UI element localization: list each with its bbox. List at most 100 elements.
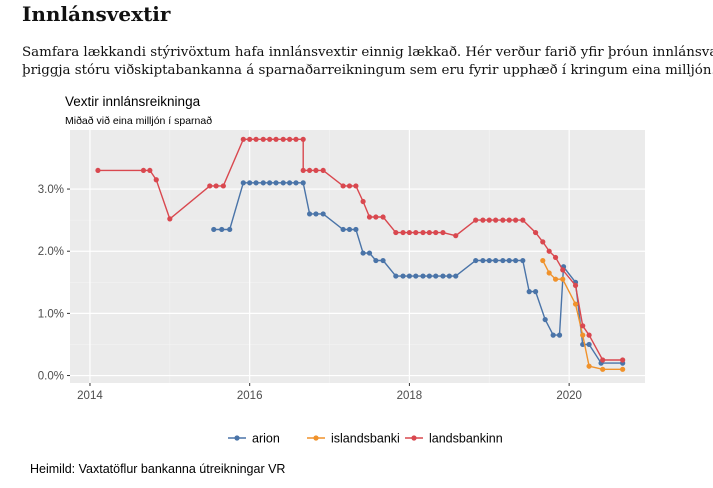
- data-point-arion: [247, 180, 253, 186]
- data-point-landsbankinn: [453, 233, 459, 239]
- data-point-islandsbanki: [580, 332, 586, 338]
- data-point-arion: [413, 273, 419, 279]
- data-point-landsbankinn: [366, 214, 373, 220]
- intro-line-1: Samfara lækkandi stýrivöxtum hafa innlán…: [22, 45, 713, 60]
- data-point-islandsbanki: [620, 366, 626, 372]
- data-point-arion: [453, 273, 459, 279]
- data-point-arion: [360, 250, 366, 256]
- y-tick-label: 1.0%: [38, 308, 64, 320]
- data-point-arion: [542, 316, 548, 323]
- data-point-arion: [253, 180, 259, 186]
- data-point-landsbankinn: [486, 217, 492, 223]
- data-point-arion: [556, 332, 563, 338]
- y-tick-label: 0.0%: [38, 371, 64, 383]
- data-point-landsbankinn: [540, 239, 546, 245]
- legend: arion islandsbanki landsbankinn: [228, 432, 503, 446]
- data-point-arion: [260, 180, 266, 186]
- data-point-arion: [513, 257, 519, 264]
- data-point-islandsbanki: [586, 363, 592, 369]
- data-point-arion: [433, 273, 439, 279]
- x-tick-label: 2016: [237, 390, 263, 402]
- data-point-landsbankinn: [473, 217, 479, 223]
- data-point-arion: [353, 226, 359, 233]
- chart-subtitle: Miðað við eina milljón í sparnað: [65, 115, 212, 127]
- data-point-arion: [313, 211, 319, 217]
- data-point-arion: [393, 273, 399, 279]
- data-point-landsbankinn: [340, 183, 346, 189]
- x-tick-label: 2018: [397, 390, 423, 402]
- data-point-landsbankinn: [247, 136, 253, 142]
- data-point-arion: [373, 257, 379, 264]
- data-point-landsbankinn: [420, 229, 426, 236]
- data-point-landsbankinn: [253, 136, 259, 142]
- data-point-arion: [300, 180, 306, 186]
- data-point-landsbankinn: [346, 183, 353, 189]
- data-point-arion: [280, 180, 286, 186]
- data-point-landsbankinn: [406, 229, 413, 236]
- data-point-arion: [273, 180, 279, 186]
- data-point-landsbankinn: [560, 267, 566, 273]
- data-point-landsbankinn: [140, 167, 147, 174]
- data-point-arion: [506, 257, 512, 264]
- data-point-landsbankinn: [373, 214, 379, 220]
- data-point-landsbankinn: [580, 323, 586, 329]
- data-point-landsbankinn: [413, 229, 419, 236]
- data-point-arion: [293, 180, 299, 186]
- data-point-landsbankinn: [433, 229, 439, 236]
- data-point-landsbankinn: [480, 217, 486, 223]
- page-heading: Innlánsvextir: [22, 2, 171, 26]
- legend-label-islandsbanki: islandsbanki: [331, 432, 400, 446]
- data-point-islandsbanki: [546, 270, 552, 276]
- plot-panel: [70, 130, 645, 383]
- data-point-arion: [400, 273, 406, 279]
- data-point-arion: [486, 257, 492, 264]
- data-point-landsbankinn: [572, 282, 579, 289]
- y-tick-label: 2.0%: [38, 246, 64, 258]
- data-point-islandsbanki: [540, 257, 546, 264]
- data-point-arion: [346, 226, 353, 233]
- legend-label-landsbankinn: landsbankinn: [429, 432, 503, 446]
- legend-item-landsbankinn: landsbankinn: [405, 432, 503, 446]
- data-point-landsbankinn: [320, 167, 326, 174]
- data-point-islandsbanki: [600, 366, 606, 372]
- data-point-arion: [532, 289, 539, 295]
- data-point-arion: [306, 211, 313, 217]
- data-point-arion: [420, 273, 426, 279]
- legend-label-arion: arion: [252, 432, 280, 446]
- data-point-islandsbanki: [552, 276, 559, 282]
- x-axis: 2014 2016 2018 2020: [77, 383, 582, 402]
- source-note: Heimild: Vaxtatöflur bankanna útreikning…: [30, 462, 286, 476]
- legend-key-point: [411, 435, 417, 441]
- data-point-arion: [586, 341, 592, 348]
- chart-title: Vextir innlánsreikninga: [65, 94, 201, 109]
- data-point-arion: [500, 257, 506, 264]
- data-point-landsbankinn: [220, 183, 226, 189]
- data-point-arion: [446, 273, 452, 279]
- data-point-arion: [211, 226, 217, 233]
- data-point-landsbankinn: [287, 136, 293, 142]
- data-point-landsbankinn: [306, 167, 313, 174]
- legend-item-islandsbanki: islandsbanki: [307, 432, 400, 446]
- data-point-landsbankinn: [213, 183, 219, 189]
- data-point-landsbankinn: [440, 229, 446, 236]
- data-point-arion: [219, 226, 225, 233]
- data-point-landsbankinn: [300, 136, 306, 142]
- data-point-arion: [520, 257, 526, 264]
- data-point-landsbankinn: [380, 214, 386, 220]
- data-point-landsbankinn: [620, 357, 626, 363]
- data-point-arion: [426, 273, 432, 279]
- data-point-landsbankinn: [313, 167, 319, 174]
- x-tick-label: 2020: [556, 390, 582, 402]
- series-layer: [95, 136, 626, 372]
- data-point-landsbankinn: [546, 248, 552, 254]
- data-point-landsbankinn: [353, 183, 359, 189]
- legend-key-point: [313, 435, 319, 441]
- x-tick-label: 2014: [77, 390, 103, 402]
- data-point-landsbankinn: [167, 216, 173, 222]
- data-point-landsbankinn: [240, 136, 246, 142]
- data-point-landsbankinn: [493, 217, 499, 223]
- data-point-landsbankinn: [532, 229, 539, 236]
- series-landsbankinn: [95, 136, 626, 363]
- data-point-landsbankinn: [426, 229, 432, 236]
- data-point-landsbankinn: [500, 217, 506, 223]
